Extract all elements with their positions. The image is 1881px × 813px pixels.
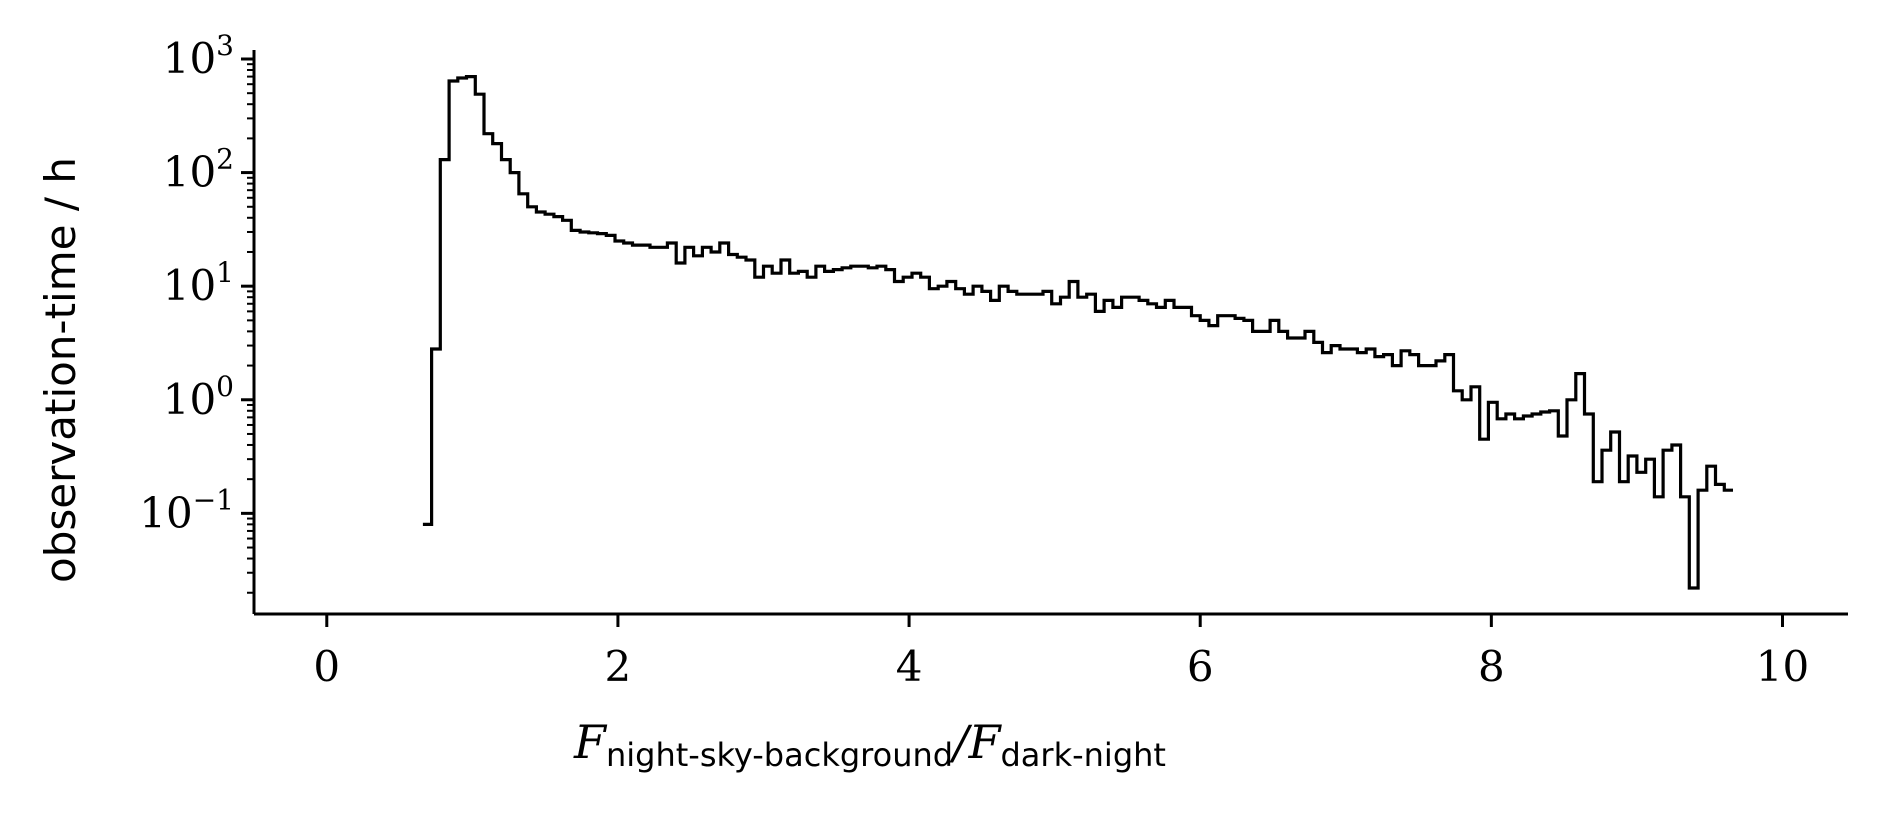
x-ticks: 0 2 4 6 8 10 <box>313 614 1809 691</box>
x-label-numerator-symbol: F <box>573 715 608 769</box>
y-tick-label: 101 <box>163 256 234 310</box>
x-tick-label: 10 <box>1756 642 1809 691</box>
x-tick-label: 0 <box>313 642 340 691</box>
y-axis-label: observation-time / h <box>36 157 85 583</box>
x-axis-label: Fnight-sky-background/Fdark-night <box>573 715 1166 774</box>
y-tick-label: 102 <box>163 143 234 197</box>
y-tick-label: 10−1 <box>139 483 234 537</box>
y-major-ticks: 10−1 100 101 102 103 <box>139 29 254 537</box>
y-tick-label: 103 <box>163 29 234 83</box>
x-label-numerator-subscript: night-sky-background <box>606 736 953 774</box>
x-tick-label: 2 <box>605 642 632 691</box>
x-tick-label: 4 <box>896 642 923 691</box>
x-tick-label: 8 <box>1478 642 1505 691</box>
x-tick-label: 6 <box>1187 642 1214 691</box>
x-label-denominator-subscript: dark-night <box>1000 736 1165 774</box>
y-tick-label: 100 <box>163 370 234 424</box>
histogram-step-line <box>422 75 1733 590</box>
x-label-denominator-symbol: F <box>968 715 1003 769</box>
